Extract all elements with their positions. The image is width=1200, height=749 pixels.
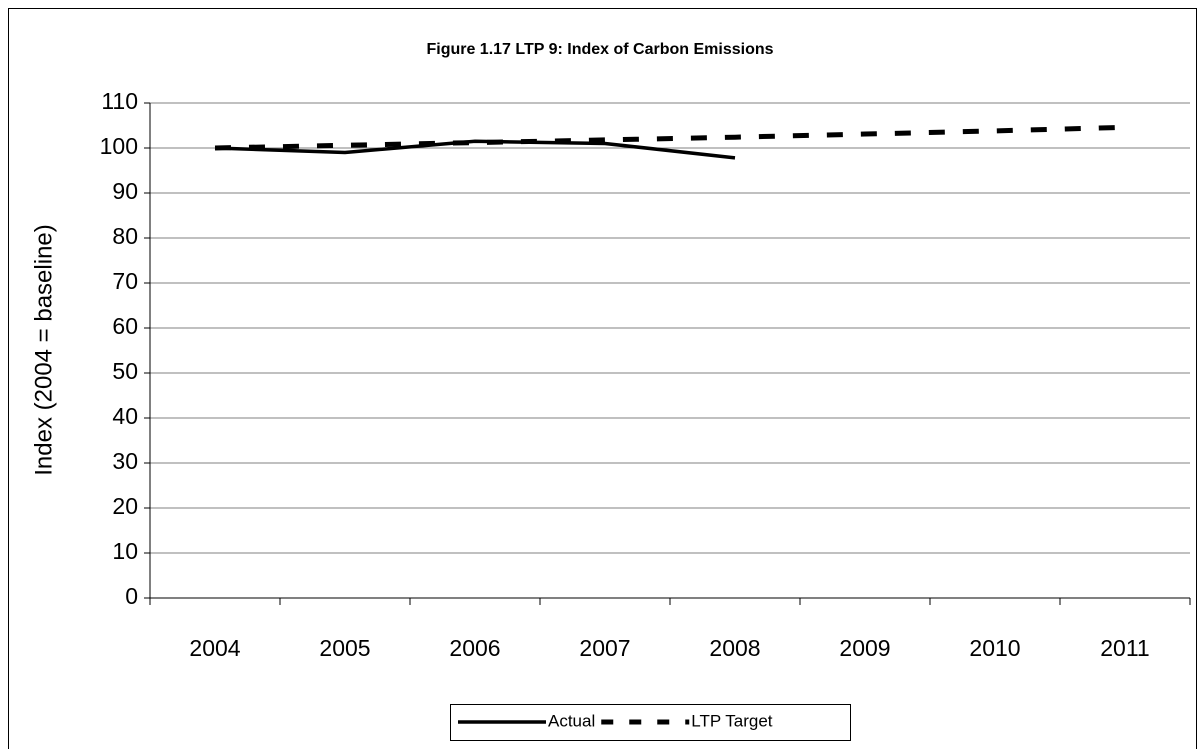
y-tick-label: 30 [112,448,138,474]
legend-box [450,704,851,741]
y-tick-label: 60 [112,313,138,339]
legend-label: LTP Target [691,711,773,730]
y-tick-label: 70 [112,268,138,294]
chart-title: Figure 1.17 LTP 9: Index of Carbon Emiss… [426,41,773,58]
x-tick-label: 2009 [839,635,890,661]
y-tick-label: 10 [112,538,138,564]
legend-label: Actual [548,711,595,730]
y-tick-label: 50 [112,358,138,384]
y-tick-label: 40 [112,403,138,429]
x-tick-label: 2010 [969,635,1020,661]
legend: Actual LTP Target [450,704,851,741]
x-tick-label: 2008 [709,635,760,661]
y-tick-label: 90 [112,178,138,204]
series-line [214,139,736,160]
x-tick-label: 2006 [449,635,500,661]
y-tick-label: 20 [112,493,138,519]
y-tick-label: 80 [112,223,138,249]
x-tick-label: 2011 [1100,635,1149,661]
x-tick-label: 2007 [579,635,630,661]
series-line [214,124,1126,151]
y-axis-label: Index (2004 = baseline) [30,224,57,476]
y-tick-label: 0 [125,583,138,609]
y-tick-label: 100 [100,133,138,159]
y-tick-label: 110 [101,88,138,114]
x-tick-label: 2004 [189,635,240,661]
x-tick-label: 2005 [319,635,370,661]
